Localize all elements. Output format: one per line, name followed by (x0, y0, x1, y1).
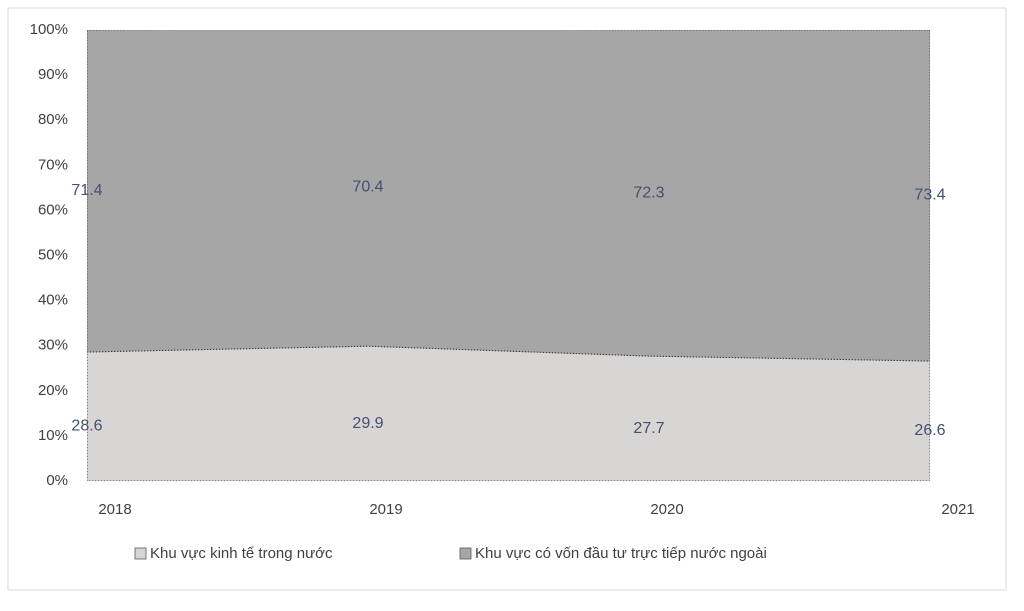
plot-area (87, 30, 930, 481)
x-tick-label: 2020 (650, 501, 683, 518)
y-tick-label: 10% (38, 427, 68, 444)
data-label: 73.4 (914, 187, 945, 204)
data-label: 70.4 (352, 179, 383, 196)
legend-label: Khu vực kinh tế trong nước (150, 545, 333, 562)
data-label: 29.9 (352, 415, 383, 432)
data-label: 27.7 (633, 420, 664, 437)
data-label: 72.3 (633, 184, 664, 201)
y-tick-label: 100% (30, 21, 68, 38)
data-label: 71.4 (71, 182, 102, 199)
legend-label: Khu vực có vốn đầu tư trực tiếp nước ngo… (475, 545, 767, 562)
legend-swatch (459, 547, 472, 560)
y-tick-label: 70% (38, 156, 68, 173)
y-tick-label: 30% (38, 337, 68, 354)
y-tick-label: 60% (38, 201, 68, 218)
y-tick-label: 20% (38, 382, 68, 399)
legend-swatch (134, 547, 147, 560)
data-label: 26.6 (914, 422, 945, 439)
y-tick-label: 0% (46, 472, 68, 489)
y-tick-label: 50% (38, 246, 68, 263)
x-tick-label: 2018 (98, 501, 131, 518)
area (87, 345, 930, 481)
x-tick-label: 2019 (369, 501, 402, 518)
x-tick-label: 2021 (941, 501, 974, 518)
y-tick-label: 80% (38, 111, 68, 128)
y-tick-label: 90% (38, 66, 68, 83)
y-tick-label: 40% (38, 292, 68, 309)
data-label: 28.6 (71, 418, 102, 435)
area (87, 30, 930, 362)
